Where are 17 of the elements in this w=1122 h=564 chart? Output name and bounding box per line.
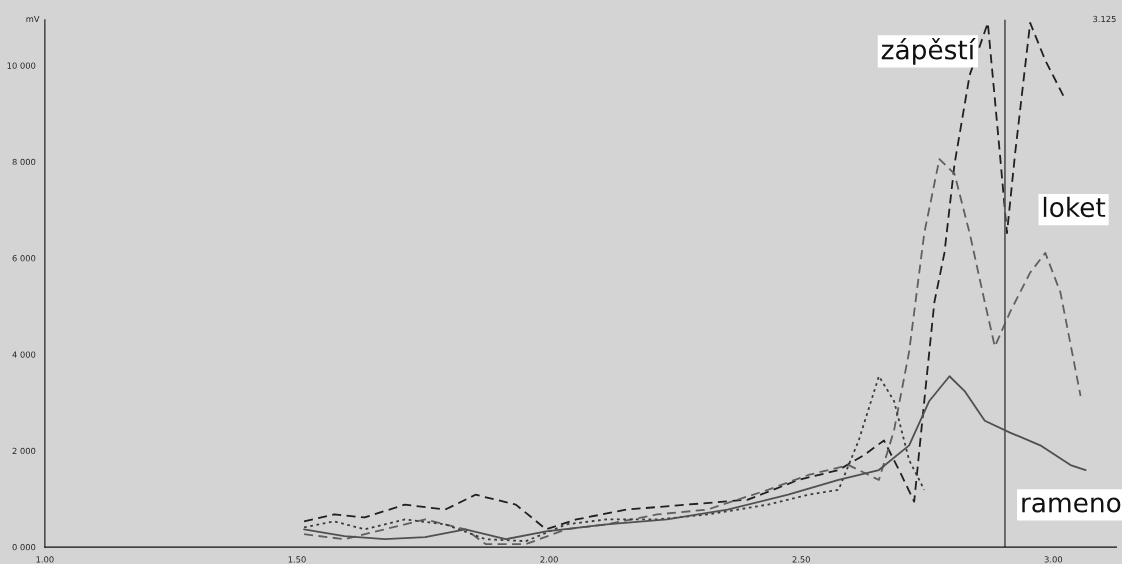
annotation: 3.125 bbox=[1093, 15, 1116, 23]
series-label: rameno bbox=[1022, 497, 1121, 513]
y-tick-label: 4 000 bbox=[12, 351, 36, 358]
x-tick-label: 1.00 bbox=[36, 556, 54, 563]
series-label: loket bbox=[1043, 196, 1106, 218]
x-tick-label: 2.00 bbox=[540, 556, 558, 563]
y-tick-label: 6 000 bbox=[12, 255, 36, 262]
y-tick-label: 2 000 bbox=[12, 447, 36, 455]
x-tick-label: 3.00 bbox=[1044, 556, 1063, 563]
x-tick-label: 1.50 bbox=[288, 556, 306, 563]
line-series bbox=[303, 375, 926, 543]
x-tick-label: 2.50 bbox=[792, 556, 810, 563]
y-axis-title: mV bbox=[26, 15, 40, 23]
y-tick-label: 0 000 bbox=[12, 544, 36, 551]
series-label: zápěstí bbox=[881, 38, 976, 65]
y-tick-label: 10 000 bbox=[7, 62, 36, 69]
y-tick-label: 8 000 bbox=[12, 158, 36, 166]
